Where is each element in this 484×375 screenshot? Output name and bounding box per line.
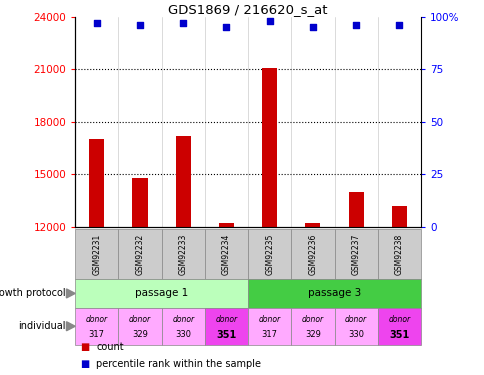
Bar	[132, 178, 147, 227]
Text: donor: donor	[345, 315, 366, 324]
Text: count: count	[96, 342, 123, 352]
Text: 330: 330	[348, 330, 363, 339]
Text: donor: donor	[388, 315, 409, 324]
Title: GDS1869 / 216620_s_at: GDS1869 / 216620_s_at	[168, 3, 327, 16]
Text: ■: ■	[80, 342, 89, 352]
Bar	[348, 192, 363, 227]
Text: donor: donor	[215, 315, 237, 324]
Text: donor: donor	[258, 315, 280, 324]
Text: GSM92232: GSM92232	[135, 233, 144, 274]
Text: donor: donor	[301, 315, 323, 324]
Text: 330: 330	[175, 330, 191, 339]
Text: donor: donor	[172, 315, 194, 324]
Bar	[89, 140, 104, 227]
Text: GSM92234: GSM92234	[222, 233, 230, 275]
Bar	[391, 206, 406, 227]
Bar	[218, 224, 234, 227]
Text: GSM92237: GSM92237	[351, 233, 360, 275]
Point	[308, 24, 316, 30]
Point	[93, 20, 101, 26]
Point	[351, 22, 359, 28]
Text: 351: 351	[389, 330, 408, 339]
Text: GSM92238: GSM92238	[394, 233, 403, 274]
Text: 317: 317	[261, 330, 277, 339]
Text: GSM92236: GSM92236	[308, 233, 317, 275]
Point	[394, 22, 402, 28]
Text: 329: 329	[304, 330, 320, 339]
Text: ■: ■	[80, 359, 89, 369]
Point	[222, 24, 230, 30]
Point	[136, 22, 144, 28]
Point	[265, 18, 273, 24]
Text: 351: 351	[216, 330, 236, 339]
Point	[179, 20, 187, 26]
Text: 317: 317	[89, 330, 105, 339]
Text: individual: individual	[18, 321, 65, 331]
Text: percentile rank within the sample: percentile rank within the sample	[96, 359, 260, 369]
Text: GSM92231: GSM92231	[92, 233, 101, 274]
Bar	[175, 136, 190, 227]
Text: 329: 329	[132, 330, 148, 339]
Text: passage 1: passage 1	[135, 288, 188, 298]
Bar	[261, 68, 277, 227]
Text: GSM92233: GSM92233	[179, 233, 187, 275]
Text: growth protocol: growth protocol	[0, 288, 65, 298]
Text: donor: donor	[86, 315, 107, 324]
Bar	[305, 224, 320, 227]
Text: donor: donor	[129, 315, 151, 324]
Text: GSM92235: GSM92235	[265, 233, 273, 275]
Text: passage 3: passage 3	[307, 288, 361, 298]
